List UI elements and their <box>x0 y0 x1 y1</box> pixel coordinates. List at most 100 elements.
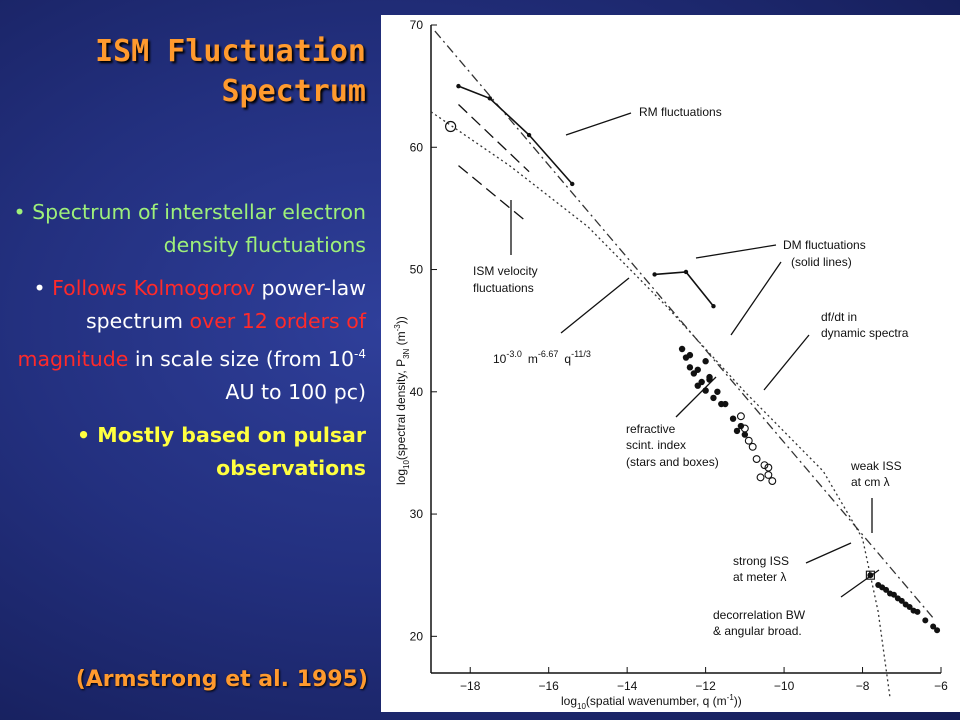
dfdt-point <box>756 473 765 482</box>
formula-coef-exp: -3.0 <box>506 349 522 359</box>
ism-velocity-label-2: fluctuations <box>473 281 534 295</box>
refractive-point <box>710 394 717 402</box>
refractive-point <box>722 400 729 408</box>
dfdt-point <box>748 442 757 451</box>
refractive-point <box>694 366 701 373</box>
refractive-point <box>678 345 686 353</box>
leader-decorrelation <box>840 569 880 598</box>
dm-solid-curve <box>654 271 715 307</box>
weak-iss-label-2: at cm λ <box>851 475 890 489</box>
iss-point <box>914 608 921 615</box>
dm-label-2: (solid lines) <box>791 255 852 269</box>
y-tick-label: 70 <box>410 18 424 32</box>
y-tick-label: 40 <box>410 385 424 399</box>
leader-dm-1 <box>695 244 777 259</box>
iss-point <box>934 627 941 634</box>
leader-dfdt <box>763 334 810 391</box>
bullet-list: • Spectrum of interstellar electron dens… <box>0 196 366 495</box>
solid-curve-point <box>570 181 575 187</box>
bullet-pulsar: • Mostly based on pulsar observations <box>77 423 366 480</box>
bullet-kolmogorov-exp: -4 <box>354 347 366 361</box>
decorrelation-label-1: decorrelation BW <box>713 608 806 622</box>
dfdt-point <box>764 470 773 479</box>
leader-refractive <box>675 376 717 418</box>
leader-dm-2 <box>730 261 782 336</box>
iss-point <box>890 591 897 598</box>
bullet-spectrum: • Spectrum of interstellar electron dens… <box>13 200 366 257</box>
leader-rm <box>565 112 632 136</box>
refractive-point <box>702 387 709 394</box>
x-tick-label: −18 <box>460 679 481 693</box>
bullet-kolmogorov-g: AU to 100 pc) <box>225 380 366 404</box>
decorrelation-label-2: & angular broad. <box>713 624 802 638</box>
formula-m: m <box>528 352 538 366</box>
dfdt-point <box>744 436 753 445</box>
bullet-pulsar-text: Mostly based on pulsar observations <box>97 423 366 480</box>
refractive-point <box>729 415 737 422</box>
refractive-point <box>737 422 745 430</box>
solid-curve-point <box>652 272 657 277</box>
refractive-point <box>686 351 694 359</box>
solid-curve-point <box>526 132 532 138</box>
x-tick-label: −16 <box>539 679 560 693</box>
iss-point <box>922 617 929 624</box>
citation: (Armstrong et al. 1995) <box>75 667 368 692</box>
refractive-label-2: scint. index <box>626 438 686 452</box>
y-tick-label: 20 <box>410 629 424 643</box>
x-tick-label: −8 <box>856 679 870 693</box>
solid-curve-point <box>711 304 716 309</box>
title-line-2: Spectrum <box>221 74 367 109</box>
bullet-spectrum-text: Spectrum of interstellar electron densit… <box>32 200 366 257</box>
solid-curve-point <box>456 83 461 89</box>
ism-velocity-label-1: ISM velocity <box>473 264 538 278</box>
iss-point <box>898 597 905 604</box>
rm-solid-curve <box>458 85 573 185</box>
formula-label: 10-3.0 m-6.67 q-11/3 <box>493 349 591 366</box>
iss-point <box>906 603 913 610</box>
dfdt-point <box>740 424 749 433</box>
rm-open-circle <box>445 120 457 133</box>
leader-strong-iss <box>805 542 852 564</box>
title-line-1: ISM Fluctuation <box>95 34 366 69</box>
formula-q-exp: -11/3 <box>571 349 591 359</box>
weak-iss-box <box>865 570 875 580</box>
y-tick-label: 30 <box>410 507 424 521</box>
strong-iss-label-1: strong ISS <box>733 554 789 568</box>
bullet-kolmogorov-d: 12 orders of magnitude <box>17 309 366 371</box>
spectrum-figure: −18 −16 −14 −12 −10 −8 −6 20 30 40 50 60 70 RM fluct… <box>381 15 960 712</box>
inner-scale-dotted-curve <box>430 111 891 698</box>
y-tick-label: 60 <box>410 140 424 154</box>
dfdt-label-1: df/dt in <box>821 310 857 324</box>
dfdt-point <box>760 461 769 470</box>
ism-velocity-dashed-curve <box>458 104 530 173</box>
refractive-label-3: (stars and boxes) <box>626 455 719 469</box>
y-axis-label: log10(spectral density, P3N (m-3)) <box>393 316 411 485</box>
solid-curve-point <box>487 96 493 101</box>
dfdt-point <box>752 455 761 463</box>
formula-q: q <box>564 352 571 366</box>
spectrum-plot: −18 −16 −14 −12 −10 −8 −6 20 30 40 50 60 70 RM fluct… <box>393 18 948 711</box>
formula-coef: 10 <box>493 352 507 366</box>
refractive-point <box>702 358 709 365</box>
dm-label-1: DM fluctuations <box>783 238 866 252</box>
bullet-kolmogorov: • Follows Kolmogorov power-law spectrum … <box>17 276 366 404</box>
solid-curve-point <box>683 269 689 275</box>
refractive-point <box>686 364 694 371</box>
leader-formula <box>560 277 630 334</box>
refractive-point <box>714 388 721 395</box>
dfdt-point <box>768 477 777 485</box>
refractive-label-1: refractive <box>626 422 676 436</box>
x-tick-label: −6 <box>934 679 948 693</box>
x-axis-label: log10(spatial wavenumber, q (m-1)) <box>561 693 742 711</box>
bullet-kolmogorov-c: over <box>189 309 236 333</box>
x-tick-label: −10 <box>774 679 795 693</box>
bullet-kolmogorov-b: power-law spectrum <box>85 276 366 333</box>
weak-iss-label-1: weak ISS <box>850 459 902 473</box>
dfdt-point <box>736 412 745 421</box>
y-tick-label: 50 <box>410 263 424 277</box>
bullet-kolmogorov-e: in scale size (from 10 <box>134 347 355 371</box>
slide-title: ISM Fluctuation Spectrum <box>40 32 366 112</box>
x-tick-label: −12 <box>695 679 716 693</box>
refractive-point <box>733 427 741 435</box>
x-tick-label: −14 <box>617 679 638 693</box>
